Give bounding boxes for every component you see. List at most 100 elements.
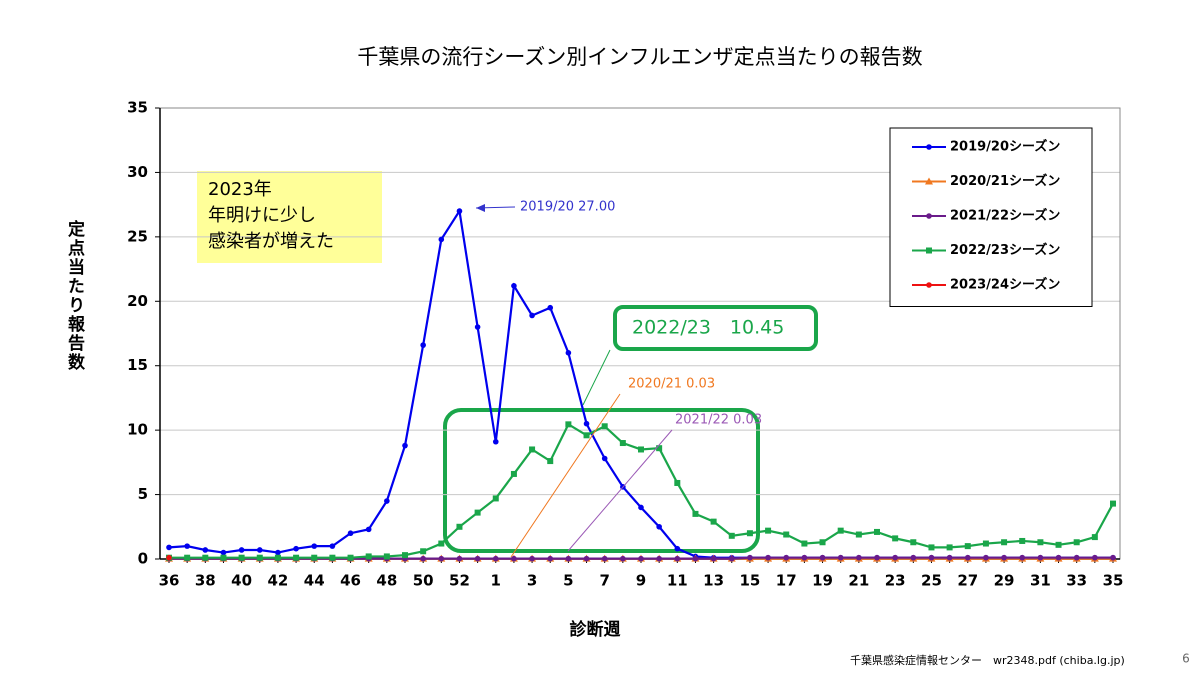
marker [1073,554,1080,561]
x-tick-label: 29 [994,572,1015,590]
y-tick-label: 25 [127,227,148,245]
note-line: 年明けに少し [208,205,316,226]
x-tick-label: 42 [267,572,288,590]
marker [511,283,517,289]
marker [928,544,935,551]
marker [656,445,663,452]
marker [275,549,281,556]
y-tick-label: 10 [127,421,148,439]
marker [1019,554,1026,561]
marker [529,555,535,562]
marker [565,350,572,356]
annotation-arrow [476,204,485,212]
marker [402,442,408,449]
x-tick-label: 3 [527,572,537,590]
marker [783,531,790,538]
y-tick-label: 35 [127,99,148,117]
y-tick-label: 5 [138,485,148,503]
marker [926,282,932,288]
marker [638,555,644,562]
marker [220,554,227,561]
marker [383,553,390,560]
marker [1110,500,1116,507]
marker [311,543,318,549]
x-axis-label: 診断週 [570,619,621,640]
marker [801,554,808,561]
marker [547,458,554,465]
marker [946,544,953,551]
marker [547,304,554,311]
marker [220,549,227,556]
marker [420,548,427,555]
marker [311,554,318,561]
marker [583,432,590,439]
marker [492,438,499,445]
marker [511,555,517,562]
marker [166,554,172,561]
x-tick-label: 17 [776,572,797,590]
marker [583,420,590,427]
marker [692,555,699,562]
note-box [197,171,382,263]
series [166,421,1116,561]
marker [474,324,481,330]
marker [619,440,626,447]
marker [964,543,971,550]
marker [438,540,445,547]
legend-label: 2020/21シーズン [950,173,1060,189]
x-tick-label: 11 [667,572,688,590]
annotation: 2019/20 27.00 [520,200,615,215]
marker [365,526,372,533]
marker [1001,554,1007,561]
x-tick-label: 52 [449,572,470,590]
chart-title: 千葉県の流行シーズン別インフルエンザ定点当たりの報告数 [357,45,922,69]
marker [819,554,826,561]
x-tick-label: 21 [848,572,869,590]
marker [1037,539,1044,546]
x-tick-label: 23 [885,572,906,590]
marker [765,527,772,534]
legend-label: 2019/20シーズン [950,139,1060,155]
x-tick-label: 5 [563,572,573,590]
marker [510,470,517,477]
marker [547,555,554,562]
marker [583,555,590,562]
marker [456,208,463,214]
x-tick-label: 50 [413,572,434,590]
x-tick-label: 13 [703,572,724,590]
marker [438,236,445,243]
x-tick-label: 27 [957,572,978,590]
marker [474,509,481,516]
marker [256,554,263,561]
x-tick-label: 25 [921,572,942,590]
marker [783,554,790,561]
marker [926,213,932,219]
legend-box [889,127,1093,307]
annotation: 2020/21 0.03 [628,377,715,392]
marker [601,455,608,462]
y-tick-label: 20 [127,292,148,310]
marker [420,555,426,562]
highlight-box [443,408,760,553]
x-tick-label: 7 [599,572,609,590]
x-tick-label: 19 [812,572,833,590]
x-tick-label: 15 [739,572,760,590]
marker [674,479,681,486]
marker [166,544,172,551]
marker [256,547,263,553]
marker [747,554,753,561]
marker [926,247,932,254]
marker [184,554,191,561]
marker [874,528,880,535]
marker [601,423,608,430]
x-tick-label: 40 [231,572,252,590]
marker [728,555,735,562]
marker [837,554,844,561]
marker [710,518,717,525]
marker [1073,539,1080,546]
marker [982,540,989,547]
marker [456,555,463,562]
marker [1091,534,1098,541]
